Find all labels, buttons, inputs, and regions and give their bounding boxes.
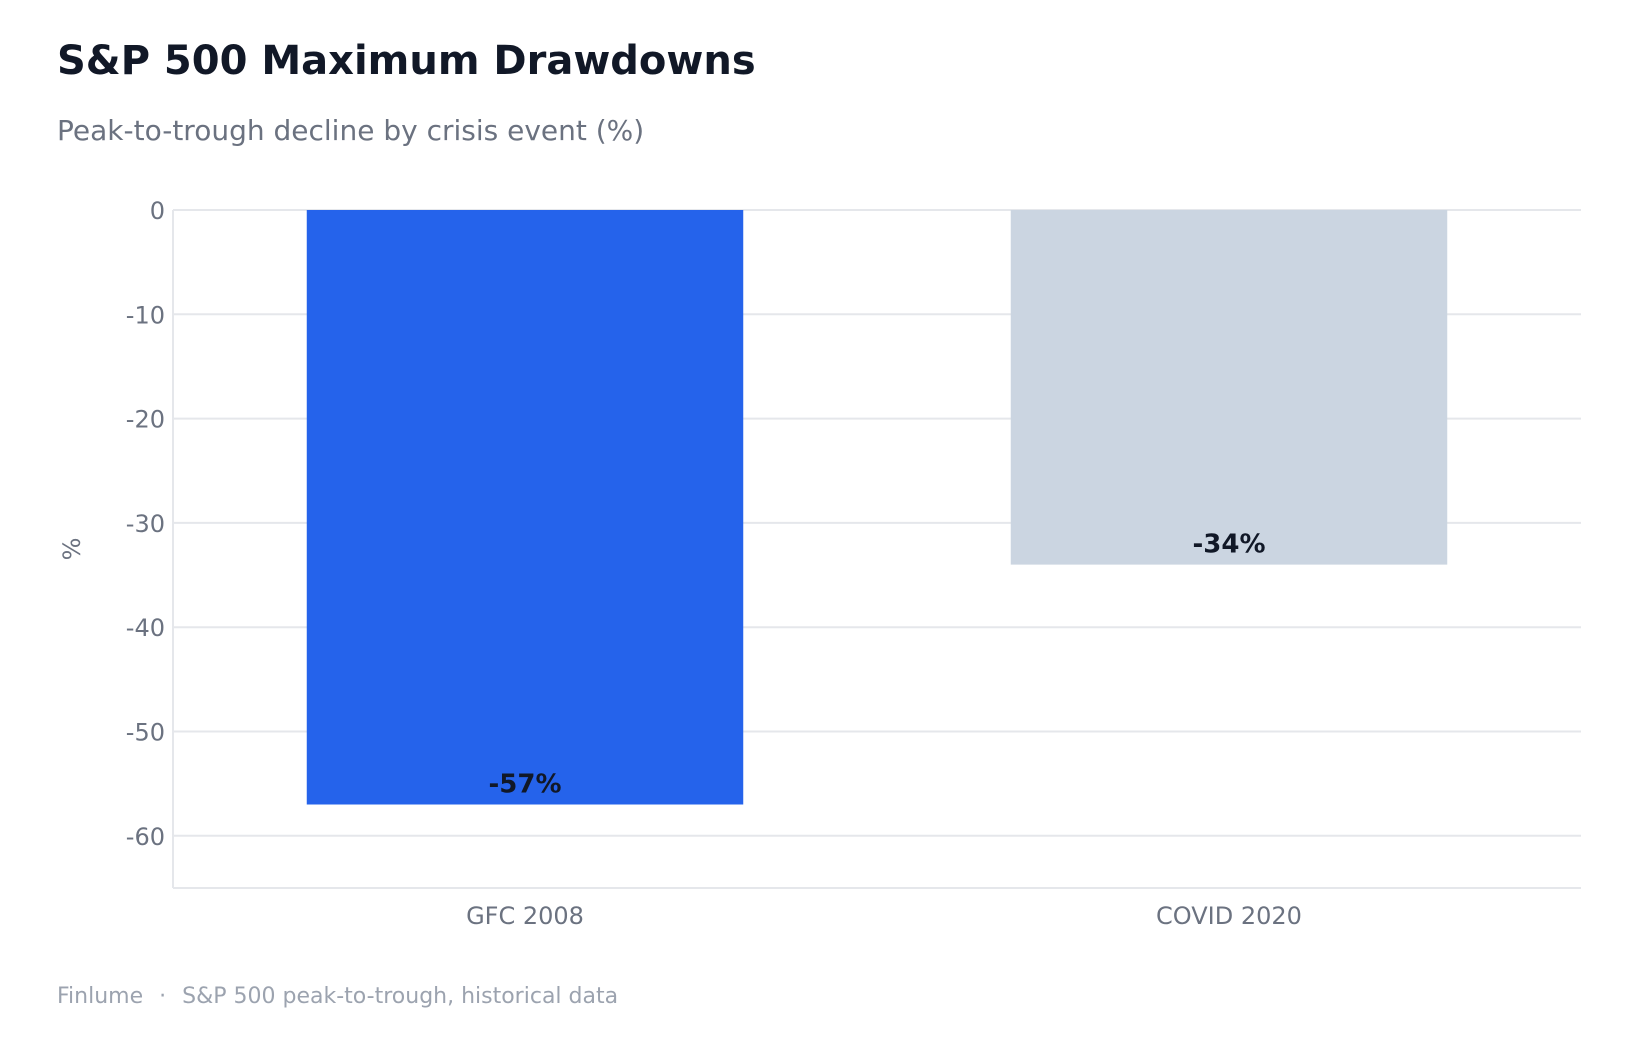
- bar-1: [306, 210, 744, 805]
- bar-2: [1010, 210, 1448, 565]
- footer-brand: Finlume: [57, 984, 144, 1009]
- chart-footer: Finlume · S&P 500 peak-to-trough, historic…: [57, 984, 618, 1009]
- y-tick-label: -10: [126, 301, 165, 329]
- footer-source: S&P 500 peak-to-trough, historical data: [182, 984, 619, 1009]
- bars: [306, 210, 1448, 805]
- y-tick-label: -40: [126, 614, 165, 642]
- y-tick-label: -50: [126, 719, 165, 747]
- labels: -57% GFC 2008 -34% COVID 2020: [466, 530, 1302, 930]
- y-axis-title: %: [58, 538, 86, 561]
- value-label: -57%: [488, 770, 561, 800]
- y-tick-label: 0: [150, 197, 165, 225]
- y-tick-label: -30: [126, 510, 165, 538]
- value-label: -34%: [1192, 530, 1265, 560]
- y-tick-label: -20: [126, 406, 165, 434]
- x-tick-label: COVID 2020: [1156, 902, 1302, 930]
- chart-title: S&P 500 Maximum Drawdowns: [57, 38, 756, 84]
- axes: 0 -10 -20 -30 -40 -50 -60%: [58, 197, 1581, 889]
- y-tick-label: -60: [126, 823, 165, 851]
- footer-separator: ·: [159, 984, 167, 1009]
- chart-subtitle: Peak-to-trough decline by crisis event (…: [57, 114, 645, 147]
- x-tick-label: GFC 2008: [466, 902, 584, 930]
